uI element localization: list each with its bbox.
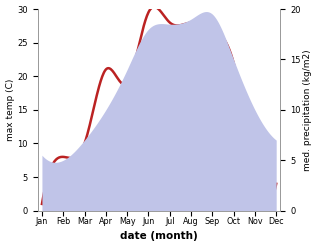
X-axis label: date (month): date (month) [120, 231, 198, 242]
Y-axis label: med. precipitation (kg/m2): med. precipitation (kg/m2) [303, 49, 313, 171]
Y-axis label: max temp (C): max temp (C) [5, 79, 15, 141]
